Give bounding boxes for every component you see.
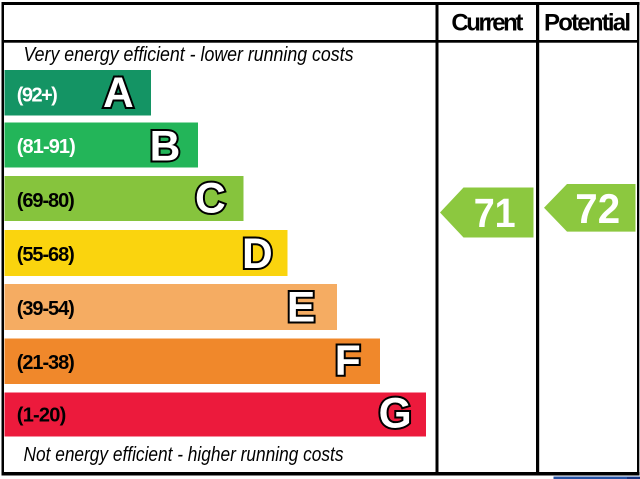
svg-text:(81-91): (81-91) bbox=[17, 136, 76, 158]
svg-text:(1-20): (1-20) bbox=[17, 404, 67, 426]
svg-text:B: B bbox=[150, 123, 181, 170]
svg-text:(39-54): (39-54) bbox=[17, 298, 75, 320]
svg-text:Current: Current bbox=[451, 9, 523, 36]
svg-text:C: C bbox=[195, 175, 226, 222]
svg-text:D: D bbox=[242, 231, 273, 278]
svg-text:F: F bbox=[335, 338, 361, 385]
svg-text:G: G bbox=[379, 391, 412, 438]
svg-text:Not energy efficient - higher: Not energy efficient - higher running co… bbox=[24, 444, 344, 466]
svg-text:A: A bbox=[103, 70, 134, 117]
svg-text:Very energy efficient - lower: Very energy efficient - lower running co… bbox=[24, 44, 354, 66]
svg-text:71: 71 bbox=[474, 190, 516, 236]
svg-text:(92+): (92+) bbox=[17, 85, 58, 107]
svg-text:Potential: Potential bbox=[544, 10, 631, 37]
svg-text:(21-38): (21-38) bbox=[17, 352, 75, 374]
svg-text:E: E bbox=[287, 284, 315, 331]
svg-text:(55-68): (55-68) bbox=[17, 244, 75, 266]
svg-text:(69-80): (69-80) bbox=[17, 190, 75, 212]
svg-text:72: 72 bbox=[575, 185, 620, 232]
